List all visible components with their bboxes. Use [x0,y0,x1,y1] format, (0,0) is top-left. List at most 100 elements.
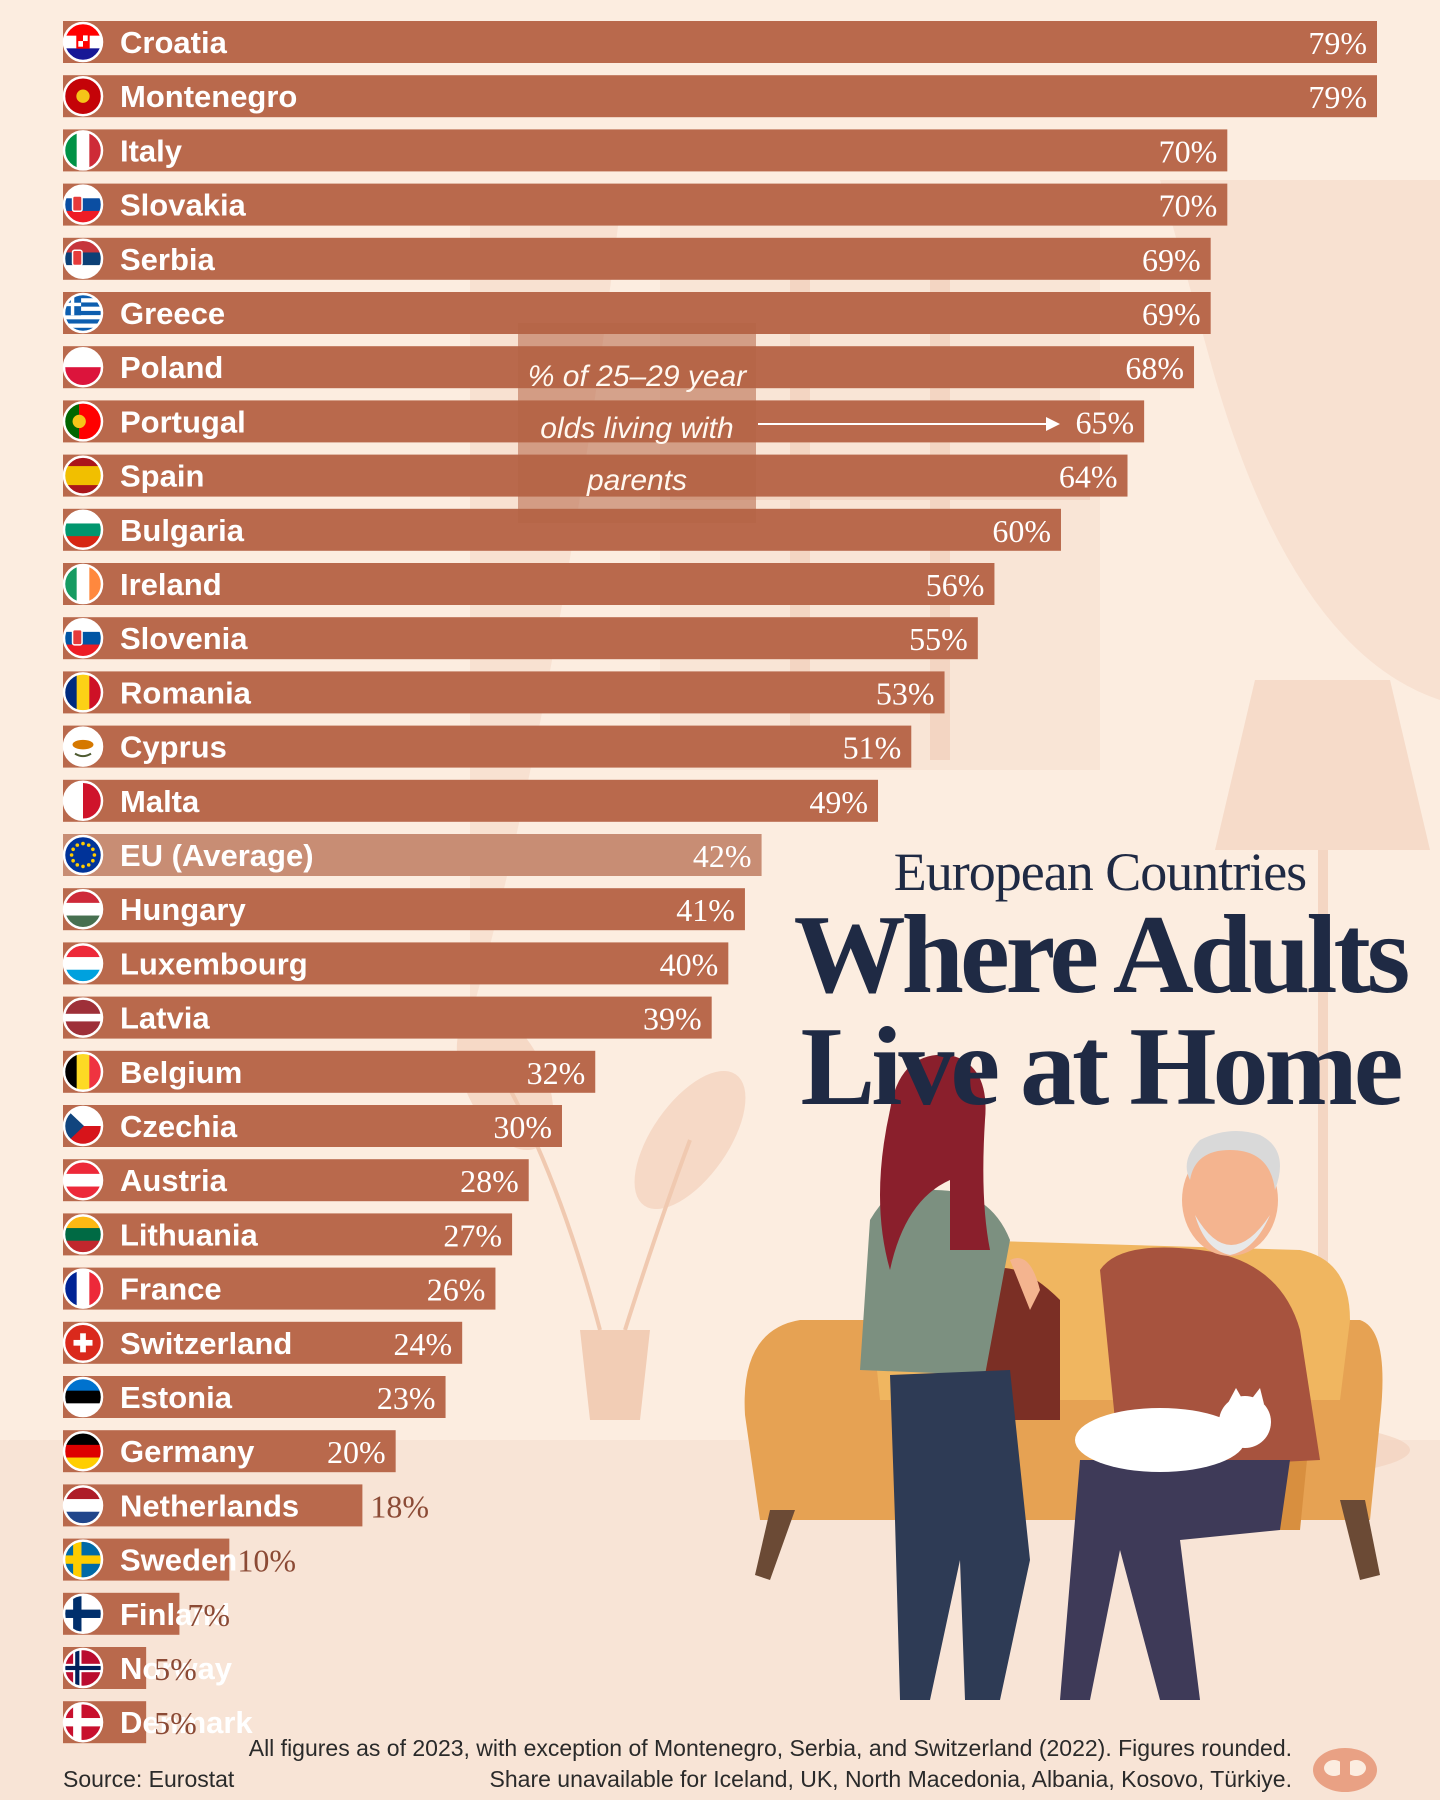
flag-8-ring [62,455,104,496]
flag-22-ring [62,1214,104,1255]
bar-label-22: Lithuania [120,1217,259,1252]
bar-label-15: EU (Average) [120,838,314,873]
bar-row-5: Greece 69% [62,292,1211,334]
value-label-20: 30% [493,1109,552,1145]
family-illustration [744,1054,1410,1700]
bar-row-3: Slovakia 70% [62,183,1228,226]
bar-row-26: Germany 20% [62,1430,396,1473]
bar-row-0: Croatia 79% [62,21,1377,63]
value-label-2: 70% [1159,133,1218,169]
value-label-1: 79% [1308,79,1367,115]
bar-19 [63,1050,596,1093]
bar-row-25: Estonia 23% [62,1376,446,1418]
flag-25-ring [62,1376,104,1418]
bar-row-22: Lithuania 27% [62,1213,513,1256]
value-label-22: 27% [443,1217,502,1253]
flag-29-ring [62,1593,104,1635]
flag-15-ring [62,834,104,876]
bar-25 [63,1376,446,1418]
bar-label-29: Finland [120,1597,230,1632]
value-label-7: 65% [1075,404,1134,440]
bar-16 [63,888,745,931]
flag-6-ring [62,346,104,388]
chart-title-text: Where Adults Live at Home [790,899,1411,1129]
value-label-3: 70% [1159,188,1218,224]
bar-1 [63,75,1377,118]
value-label-12: 53% [876,675,935,711]
flag-8-icon [64,456,102,495]
value-label-23: 26% [427,1272,486,1308]
value-label-6: 68% [1125,350,1184,386]
bar-row-27: Netherlands 18% [62,1484,429,1527]
value-label-25: 23% [377,1380,436,1416]
bar-label-17: Luxembourg [120,946,308,981]
bar-row-21: Austria 28% [62,1159,529,1202]
value-label-5: 69% [1142,296,1201,332]
bar-24 [63,1321,463,1364]
annotation-line-2: olds living with [540,412,734,445]
bar-row-23: France 26% [62,1267,496,1310]
bar-row-12: Romania 53% [62,671,945,714]
bar-label-7: Portugal [120,404,246,439]
flag-11-ring [62,617,104,659]
value-label-19: 32% [527,1055,586,1091]
bar-label-8: Spain [120,459,204,494]
bar-label-16: Hungary [120,892,247,927]
value-label-17: 40% [660,946,719,982]
flag-5-ring [62,292,104,334]
flag-28-ring [62,1539,104,1580]
flag-26-ring [62,1430,104,1472]
footnote-line-1: All figures as of 2023, with exception o… [248,1735,1292,1761]
bar-row-10: Ireland 56% [62,563,995,605]
title-block: European Countries Where Adults Live at H… [790,845,1411,1129]
bar-label-24: Switzerland [120,1326,292,1361]
bar-13 [63,725,912,768]
bar-label-20: Czechia [120,1109,238,1144]
bar-label-10: Ireland [120,567,222,602]
bar-label-11: Slovenia [120,621,248,656]
bar-27 [63,1484,363,1527]
bar-21 [63,1159,529,1202]
bar-row-14: Malta 49% [62,779,879,822]
chart-title: Where Adults Live at Home [790,899,1411,1129]
bar-row-15: EU (Average) 42% [62,834,762,876]
bar-label-4: Serbia [120,242,216,277]
footnote-line-2: Share unavailable for Iceland, UK, North… [489,1766,1292,1792]
bar-12 [63,671,945,714]
flag-20-ring [62,1105,104,1147]
bar-row-4: Serbia 69% [62,237,1211,280]
bar-row-11: Slovenia 55% [62,617,978,660]
value-label-21: 28% [460,1163,519,1199]
bar-row-28: Sweden 10% [62,1538,296,1581]
footnote: All figures as of 2023, with exception o… [249,1733,1292,1795]
bar-18 [63,996,712,1039]
bar-row-18: Latvia 39% [62,996,712,1039]
bar-label-0: Croatia [120,25,228,60]
value-label-27: 18% [370,1488,429,1524]
bar-14 [63,779,879,822]
flag-23-ring [62,1268,104,1309]
bar-label-3: Slovakia [120,188,247,223]
brand-logo-icon [1313,1748,1377,1792]
value-label-16: 41% [676,892,735,928]
bar-row-13: Cyprus 51% [62,725,912,768]
bar-2 [63,129,1228,172]
value-label-13: 51% [843,730,902,766]
bar-label-26: Germany [120,1434,255,1469]
chart-title-line-2: Live at Home [800,1005,1404,1129]
flag-1-ring [62,75,104,117]
bar-4 [63,237,1211,280]
flag-17-ring [62,943,104,984]
flag-2-ring [62,130,104,171]
value-label-18: 39% [643,1001,702,1037]
annotation-line-3: parents [586,464,688,497]
flag-10-ring [62,563,104,605]
bar-label-27: Netherlands [120,1488,299,1523]
flag-31-ring [62,1701,104,1743]
bar-row-1: Montenegro 79% [62,75,1377,118]
bar-26 [63,1430,396,1473]
bar-label-18: Latvia [120,1001,210,1036]
